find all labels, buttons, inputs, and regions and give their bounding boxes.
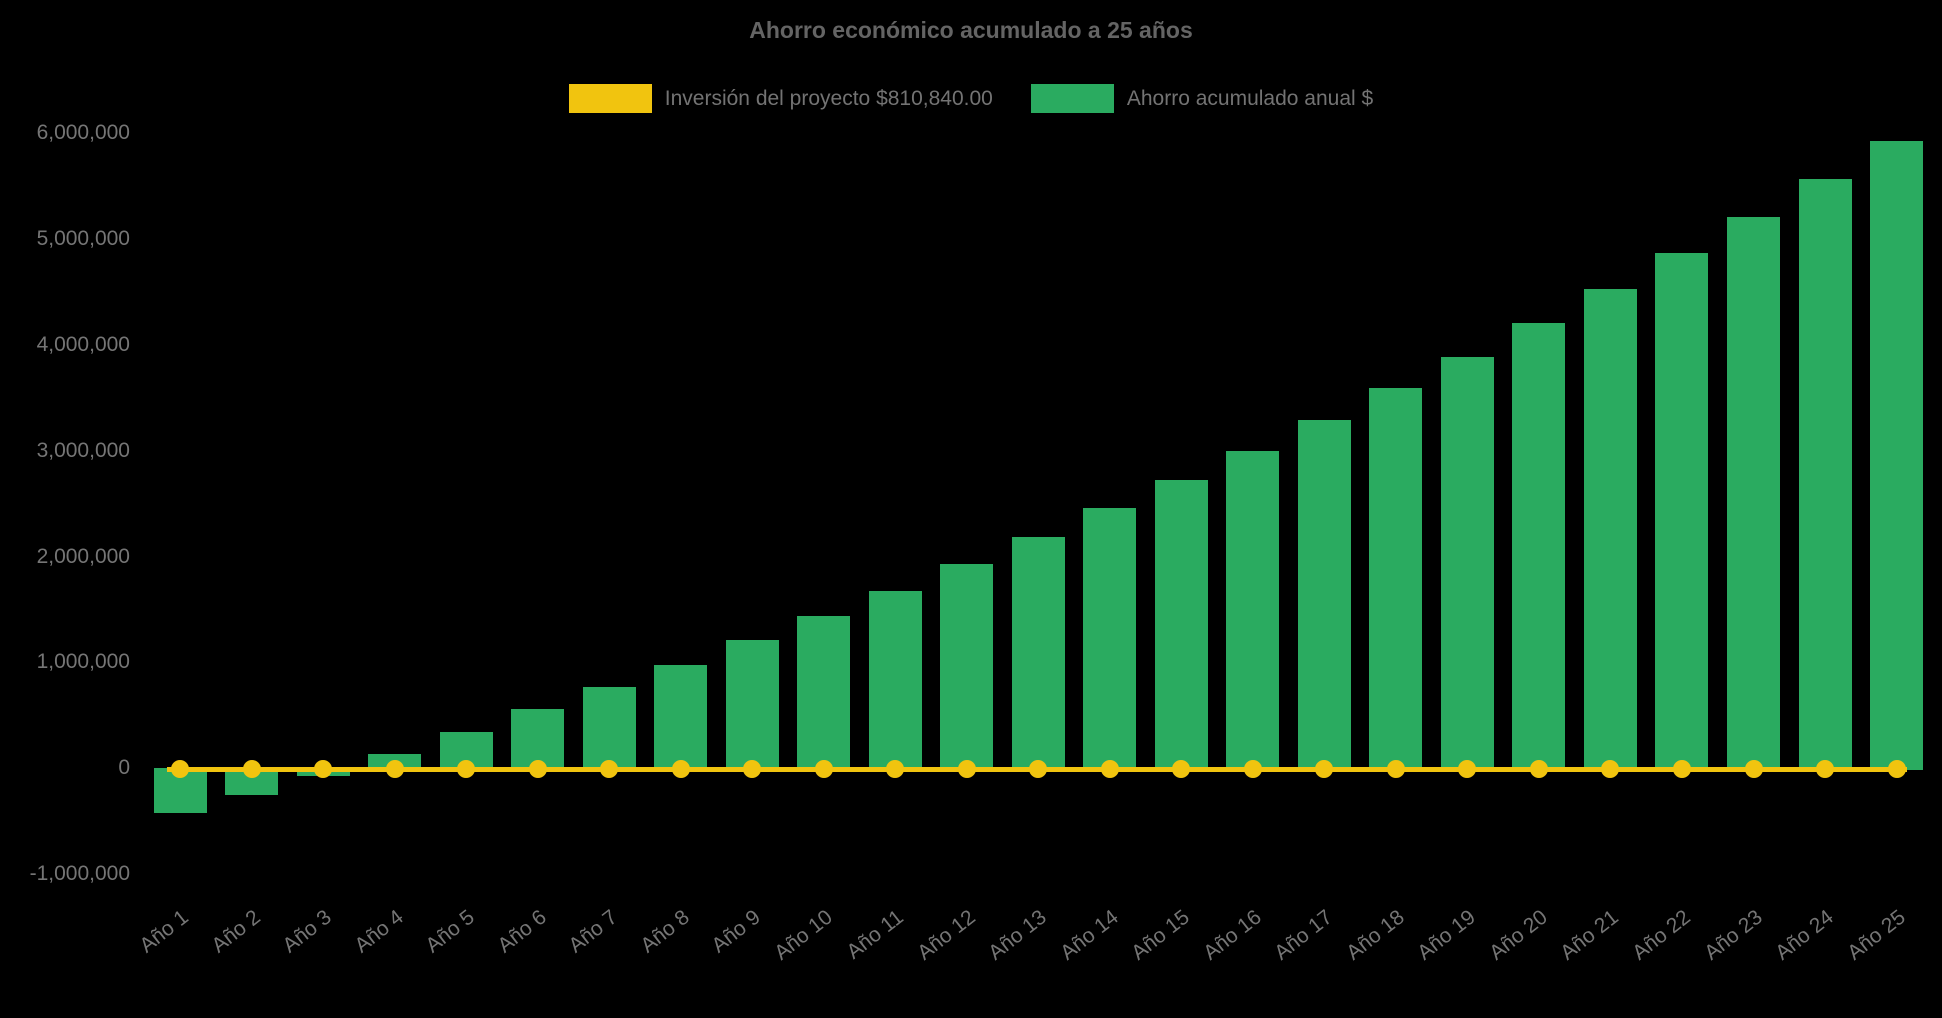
bar-year-25[interactable] <box>1870 141 1924 771</box>
x-axis-label-year-9: Año 9 <box>707 905 765 958</box>
investment-point-year-7[interactable] <box>600 760 619 779</box>
x-axis-label-year-6: Año 6 <box>493 905 551 958</box>
investment-point-year-5[interactable] <box>457 760 476 779</box>
x-axis-label-year-13: Año 13 <box>984 905 1052 965</box>
x-axis-label-year-15: Año 15 <box>1127 905 1195 965</box>
bar-year-22[interactable] <box>1655 253 1709 771</box>
legend-item-investment[interactable]: Inversión del proyecto $810,840.00 <box>568 84 993 113</box>
legend-label-savings: Ahorro acumulado anual $ <box>1126 86 1374 110</box>
investment-point-year-4[interactable] <box>385 760 404 779</box>
investment-point-year-12[interactable] <box>957 760 976 779</box>
x-axis-label-year-10: Año 10 <box>769 905 837 965</box>
chart-title: Ahorro económico acumulado a 25 años <box>749 17 1193 43</box>
investment-point-year-24[interactable] <box>1816 760 1835 779</box>
investment-point-year-9[interactable] <box>743 760 762 779</box>
y-axis-tick-label: 6,000,000 <box>36 121 130 145</box>
x-axis-label-year-25: Año 25 <box>1842 905 1910 965</box>
chart-legend: Inversión del proyecto $810,840.00 Ahorro… <box>0 84 1942 113</box>
investment-point-year-16[interactable] <box>1243 760 1262 779</box>
x-axis-label-year-4: Año 4 <box>349 905 408 958</box>
bar-year-20[interactable] <box>1512 323 1566 771</box>
bar-year-12[interactable] <box>940 564 994 771</box>
y-axis-tick-label: -1,000,000 <box>29 862 130 886</box>
x-axis-label-year-19: Año 19 <box>1413 905 1481 965</box>
y-axis-tick-label: 5,000,000 <box>36 227 130 251</box>
bar-year-9[interactable] <box>725 640 779 771</box>
bar-year-16[interactable] <box>1226 450 1280 771</box>
bar-year-17[interactable] <box>1297 419 1351 771</box>
bar-year-13[interactable] <box>1011 536 1065 771</box>
x-axis-label-year-8: Año 8 <box>636 905 694 958</box>
bar-year-10[interactable] <box>797 615 851 771</box>
investment-point-year-13[interactable] <box>1029 760 1048 779</box>
savings-chart: Ahorro económico acumulado a 25 años Inv… <box>0 17 1942 965</box>
investment-point-year-1[interactable] <box>171 760 190 779</box>
investment-point-year-8[interactable] <box>671 760 690 779</box>
bar-year-11[interactable] <box>868 590 922 771</box>
bar-year-7[interactable] <box>582 687 636 771</box>
plot-area: 6,000,000 5,000,000 4,000,000 3,000,000 2,00… <box>29 121 1924 965</box>
x-axis-label-year-16: Año 16 <box>1199 905 1266 965</box>
x-axis-label-year-23: Año 23 <box>1699 905 1767 965</box>
x-axis-label-year-3: Año 3 <box>278 905 336 958</box>
x-axis-label-year-22: Año 22 <box>1628 905 1695 965</box>
y-axis-tick-label: 1,000,000 <box>36 650 130 674</box>
investment-point-year-14[interactable] <box>1100 760 1119 779</box>
x-axis-label-year-17: Año 17 <box>1270 905 1338 965</box>
bar-year-15[interactable] <box>1154 480 1208 771</box>
investment-point-year-19[interactable] <box>1458 760 1477 779</box>
y-axis-tick-label: 3,000,000 <box>36 438 130 462</box>
bar-year-24[interactable] <box>1798 179 1852 771</box>
bar-year-23[interactable] <box>1727 217 1780 771</box>
legend-swatch-savings <box>1030 84 1114 113</box>
investment-point-year-18[interactable] <box>1386 760 1405 779</box>
x-axis-label-year-2: Año 2 <box>206 905 265 958</box>
investment-point-year-15[interactable] <box>1172 760 1191 779</box>
investment-point-year-25[interactable] <box>1887 760 1906 779</box>
bar-year-19[interactable] <box>1440 356 1494 771</box>
bar-year-21[interactable] <box>1583 289 1637 771</box>
x-axis-label-year-7: Año 7 <box>564 905 622 958</box>
bar-year-14[interactable] <box>1083 508 1137 771</box>
x-axis-label-year-24: Año 24 <box>1771 905 1838 965</box>
y-axis-tick-label: 4,000,000 <box>36 332 130 356</box>
x-axis-label-year-12: Año 12 <box>912 905 980 965</box>
x-axis-label-year-21: Año 21 <box>1556 905 1624 965</box>
investment-point-year-17[interactable] <box>1315 760 1334 779</box>
x-axis-label-year-5: Año 5 <box>421 905 479 958</box>
investment-point-year-3[interactable] <box>314 760 333 779</box>
legend-swatch-investment <box>568 84 652 113</box>
x-axis-label-year-20: Año 20 <box>1485 905 1552 965</box>
investment-point-year-21[interactable] <box>1601 760 1620 779</box>
investment-point-year-11[interactable] <box>886 760 905 779</box>
x-axis-label-year-14: Año 14 <box>1055 905 1123 965</box>
y-axis-tick-label: 2,000,000 <box>36 544 130 568</box>
investment-point-year-22[interactable] <box>1672 760 1691 779</box>
bar-year-8[interactable] <box>654 665 708 771</box>
investment-point-year-2[interactable] <box>242 760 261 779</box>
bar-year-6[interactable] <box>511 709 565 771</box>
x-axis-label-year-18: Año 18 <box>1342 905 1409 965</box>
investment-point-year-23[interactable] <box>1744 760 1763 779</box>
investment-point-year-10[interactable] <box>814 760 833 779</box>
y-axis-tick-label: 0 <box>118 756 130 780</box>
legend-item-savings[interactable]: Ahorro acumulado anual $ <box>1030 84 1374 113</box>
x-axis-label-year-1: Año 1 <box>135 905 193 958</box>
investment-point-year-20[interactable] <box>1529 760 1548 779</box>
bar-year-18[interactable] <box>1369 388 1423 771</box>
legend-label-investment: Inversión del proyecto $810,840.00 <box>664 86 993 110</box>
investment-point-year-6[interactable] <box>528 760 547 779</box>
x-axis-label-year-11: Año 11 <box>842 905 909 964</box>
